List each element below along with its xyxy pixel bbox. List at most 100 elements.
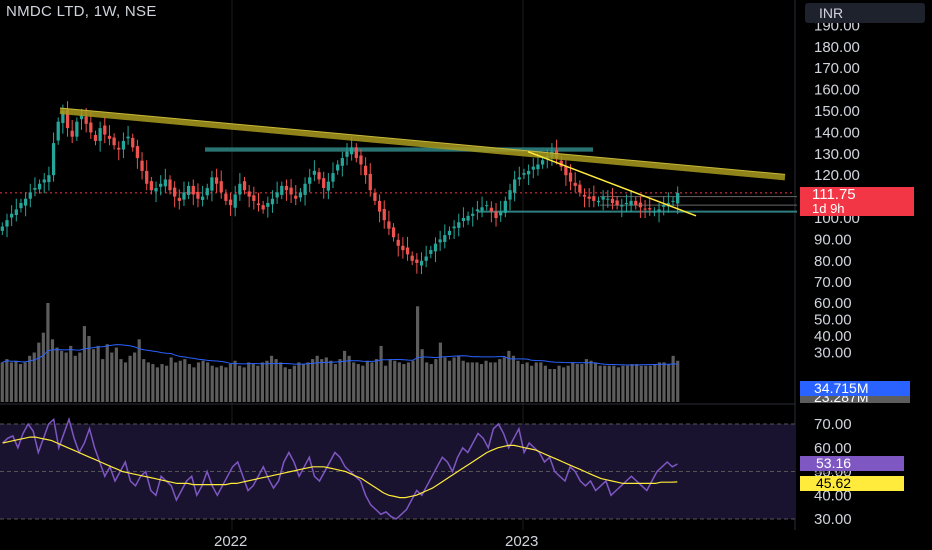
volume-bar (352, 362, 356, 402)
rsi-pane (2, 416, 678, 520)
candle-body (65, 109, 70, 129)
volume-bar (342, 350, 347, 402)
volume-bar (238, 365, 242, 402)
candle-body (196, 191, 200, 199)
volume-bar (676, 360, 680, 402)
volume-bar (269, 355, 274, 402)
candle-body (676, 192, 680, 204)
volume-bar (50, 339, 55, 402)
volume-bar (443, 357, 447, 402)
volume-bar (452, 357, 456, 402)
long-trendline (59, 108, 786, 181)
candle-body (485, 205, 489, 207)
candle-body (606, 198, 610, 200)
volume-bar (82, 326, 87, 402)
candle-body (23, 198, 28, 206)
candle-body (98, 128, 102, 141)
volume-bar (215, 367, 219, 402)
candle-body (382, 209, 386, 221)
volume-pane (0, 303, 680, 402)
volume-bar (329, 360, 333, 402)
candle-body (210, 177, 214, 191)
candle-body (573, 182, 577, 186)
price-axis[interactable]: 190.00180.00170.00160.00150.00140.00130.… (814, 17, 860, 528)
candle-body (19, 203, 23, 209)
candle-body (363, 165, 368, 176)
candle-body (131, 137, 135, 148)
trendlines[interactable] (59, 107, 786, 217)
volume-bar (9, 362, 14, 402)
candle-body (452, 226, 456, 229)
candle-body (289, 187, 293, 195)
candle-body (354, 147, 358, 159)
candle-body (568, 172, 573, 182)
volume-bar (420, 349, 424, 402)
candle-body (517, 177, 521, 180)
candle-body (145, 170, 149, 184)
volume-bar (511, 355, 516, 402)
price-tick-label: 80.00 (814, 253, 852, 270)
volume-bar (201, 360, 205, 402)
volume-bar (137, 339, 141, 402)
time-axis[interactable]: 2022 2023 (214, 533, 538, 550)
volume-bar (265, 360, 269, 402)
candle-body (149, 181, 153, 191)
candle-body (368, 173, 372, 191)
volume-bar (457, 355, 461, 402)
volume-bar (516, 360, 520, 402)
candle-body (140, 160, 144, 171)
candle-body (373, 192, 377, 201)
volume-bar (571, 362, 575, 402)
volume-bar (101, 359, 105, 402)
candle-body (424, 256, 428, 261)
volume-bar (301, 364, 306, 402)
volume-bar (662, 362, 666, 402)
volume-bar (119, 359, 123, 402)
resistance-zone (0, 147, 797, 213)
candle-body (592, 196, 596, 201)
volume-bar (73, 355, 77, 402)
candle-body (620, 205, 624, 207)
candle-body (298, 192, 303, 198)
volume-bar (206, 362, 210, 402)
volume-bar (411, 360, 415, 402)
volume-bar (224, 367, 228, 402)
volume-bar (603, 365, 607, 402)
volume-bar (187, 364, 191, 402)
currency-select[interactable]: INR (805, 3, 925, 23)
volume-bar (639, 365, 643, 402)
volume-tick-label: 50.00 (814, 312, 852, 329)
last-price-badge: 111.75 (800, 187, 914, 202)
candle-body (173, 187, 177, 197)
candle-body (47, 175, 51, 183)
price-tick-label: 160.00 (814, 82, 860, 99)
candle-body (154, 188, 158, 192)
volume-bar (438, 342, 442, 402)
volume-bar (607, 365, 611, 402)
volume-bar (388, 359, 392, 402)
volume-bar (311, 359, 315, 402)
volume-bar (315, 355, 319, 402)
candle-body (401, 245, 405, 251)
candle-body (317, 172, 321, 180)
candle-body (284, 185, 289, 191)
volume-bar (393, 360, 397, 402)
volume-bar (657, 362, 662, 402)
volume-bar (384, 365, 388, 402)
volume-bar (183, 359, 187, 402)
candle-body (37, 183, 42, 190)
rsi-tick-label: 70.00 (814, 416, 852, 433)
candle-body (494, 211, 498, 218)
candle-body (415, 259, 419, 263)
volume-bar (114, 347, 118, 402)
volume-bar (379, 345, 383, 402)
chart-title: NMDC LTD, 1W, NSE (6, 3, 157, 20)
volume-bar (178, 360, 182, 402)
candle-body (238, 183, 242, 195)
candle-body (10, 213, 14, 218)
candle-body (163, 179, 167, 187)
volume-bar (543, 365, 547, 402)
volume-bar (671, 355, 675, 402)
candle-body (578, 184, 582, 193)
